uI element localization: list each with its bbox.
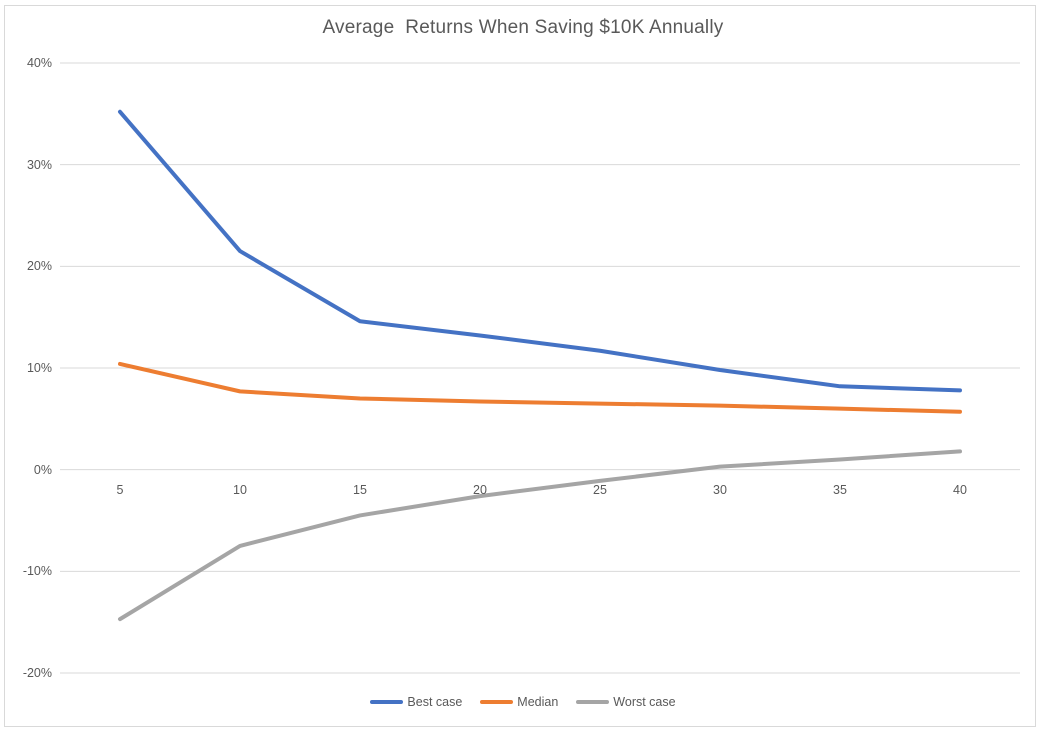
x-axis-tick-label: 20 <box>473 483 487 497</box>
y-axis-tick-label: -10% <box>22 564 52 579</box>
legend-label: Median <box>517 695 559 709</box>
legend-line-swatch-icon <box>480 700 514 704</box>
x-axis-tick-label: 40 <box>953 483 967 497</box>
legend-item-best-case: Best case <box>370 695 462 709</box>
chart-title: Average Returns When Saving $10K Annuall… <box>322 17 724 38</box>
y-axis-tick-label: 20% <box>26 259 52 274</box>
y-axis-tick-label: 30% <box>26 157 52 172</box>
legend-label: Worst case <box>613 695 676 709</box>
y-axis-tick-label: 40% <box>26 56 52 70</box>
legend-label: Best case <box>407 695 463 709</box>
legend-item-median: Median <box>480 695 558 709</box>
legend-line-swatch-icon <box>576 700 610 704</box>
legend-line-swatch-icon <box>370 700 404 704</box>
legend: Best case Median Worst case <box>0 695 1046 709</box>
y-axis-tick-label: -20% <box>22 666 52 680</box>
y-axis-tick-label: 10% <box>26 361 52 375</box>
x-axis-tick-label: 10 <box>233 483 247 497</box>
series-line-best-case <box>118 109 962 393</box>
series-line-worst-case <box>118 449 962 622</box>
x-axis-tick-label: 25 <box>593 483 607 497</box>
x-axis-tick-label: 15 <box>353 483 367 497</box>
legend-item-worst-case: Worst case <box>576 695 676 709</box>
x-axis-tick-label: 35 <box>833 483 847 497</box>
x-axis-tick-label: 30 <box>713 483 727 497</box>
y-axis-tick-label: 0% <box>33 462 52 477</box>
series-line-median <box>118 361 962 414</box>
x-axis-tick-label: 5 <box>116 483 124 497</box>
chart-frame <box>4 5 1036 727</box>
